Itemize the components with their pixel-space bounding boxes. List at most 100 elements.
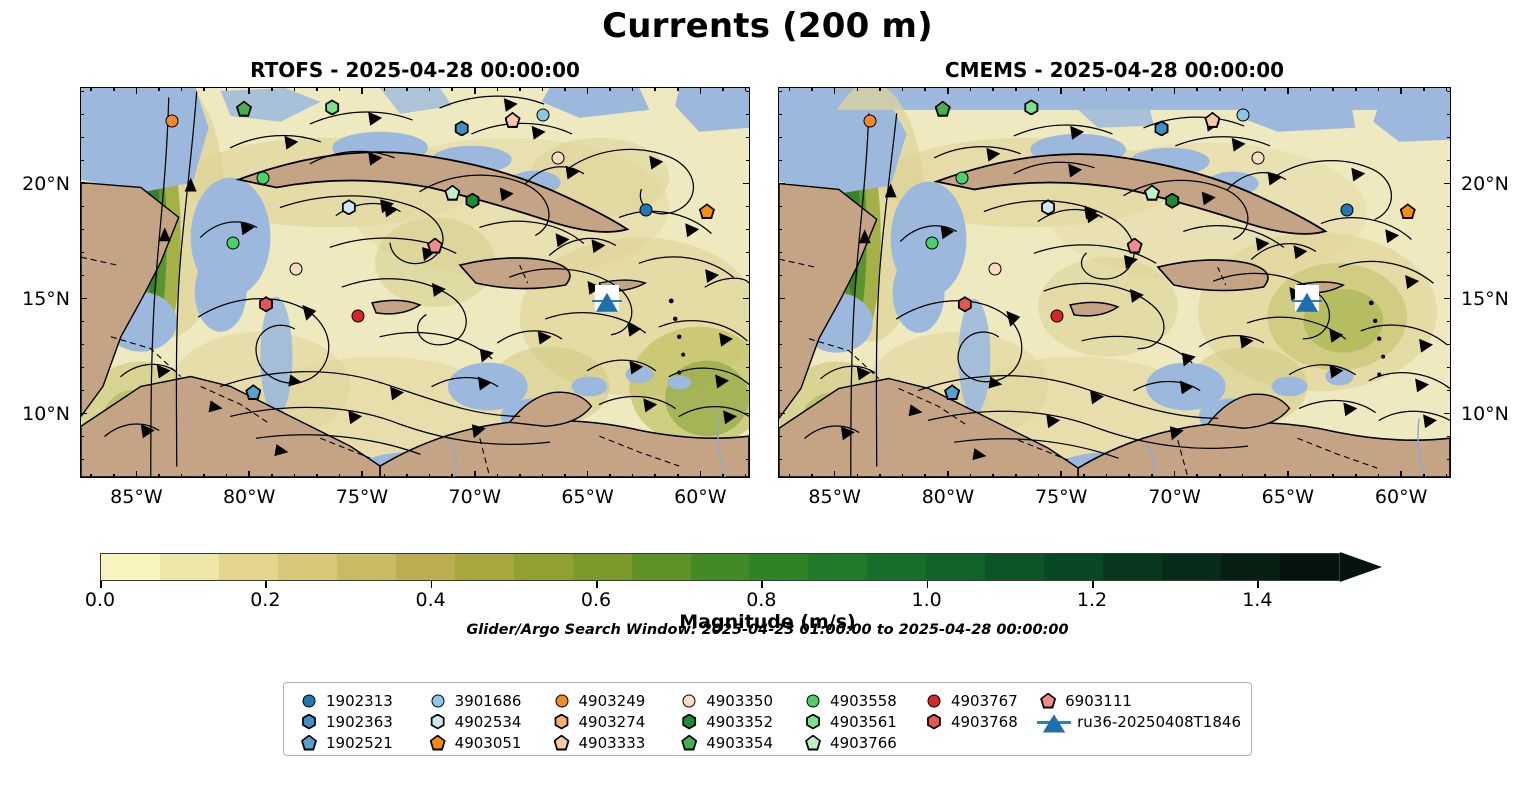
marker-glyph	[237, 102, 250, 115]
y-tick	[80, 182, 87, 185]
legend-item-4903333[interactable]: 4903333	[551, 732, 679, 753]
x-tick-minor	[225, 474, 228, 478]
float-markers-cmems	[779, 88, 1450, 477]
legend-item-4903354[interactable]: 4903354	[678, 732, 802, 753]
x-tick-minor	[1105, 474, 1108, 478]
x-tick-minor	[654, 87, 657, 91]
y-tick-minor	[1447, 90, 1451, 93]
x-tick-minor	[1219, 87, 1221, 91]
legend-item-4903249[interactable]: 4903249	[551, 690, 679, 711]
x-tick-minor	[1377, 87, 1380, 91]
legend-item-4903561[interactable]: 4903561	[802, 711, 923, 732]
x-tick-minor	[1309, 87, 1312, 91]
y-tick-minor	[1447, 343, 1451, 346]
colorbar-tick	[926, 581, 929, 588]
map-marker-6903111	[1126, 237, 1144, 255]
y-tick-minor	[80, 389, 84, 392]
x-tick-label: 80°W	[222, 486, 276, 508]
x-tick-label: 60°W	[674, 486, 727, 508]
legend-columns: 1902313 1902363 1902521 3901686 4902534 49030…	[298, 690, 1241, 752]
x-tick	[1060, 87, 1063, 94]
map-marker-ru36	[1292, 285, 1323, 313]
legend-item-6903111[interactable]: 6903111	[1037, 690, 1241, 711]
circle-marker-icon	[678, 690, 700, 711]
colorbar-band-18	[1162, 554, 1222, 580]
x-tick-label: 65°W	[561, 486, 614, 508]
x-tick-minor	[879, 87, 881, 91]
map-marker-4903352	[1163, 192, 1181, 210]
x-tick	[361, 471, 363, 478]
legend-item-4902534[interactable]: 4902534	[427, 711, 551, 732]
x-tick-minor	[541, 87, 544, 91]
y-tick-minor	[746, 159, 750, 162]
marker-glyph	[946, 386, 959, 399]
legend-box[interactable]: 1902313 1902363 1902521 3901686 4902534 49030…	[283, 682, 1252, 756]
x-tick-minor	[609, 474, 611, 478]
colorbar-band-7	[513, 554, 573, 580]
y-tick-minor	[746, 389, 750, 392]
x-tick-minor	[293, 474, 296, 478]
x-tick-minor	[383, 87, 386, 91]
legend-item-4903558[interactable]: 4903558	[802, 690, 923, 711]
y-tick-minor	[1447, 389, 1451, 392]
colorbar-tick-label: 1.0	[911, 589, 942, 611]
colorbar-tick	[1257, 581, 1259, 588]
colorbar-band-13	[867, 554, 927, 580]
legend-item-1902363[interactable]: 1902363	[298, 711, 427, 732]
circle-marker-icon	[802, 690, 824, 711]
marker-glyph	[925, 236, 939, 250]
x-tick	[1400, 471, 1402, 478]
circle-marker-icon	[551, 690, 573, 711]
legend-item-4903768[interactable]: 4903768	[923, 711, 1037, 732]
legend-label: 4902534	[454, 712, 522, 731]
legend-item-4903051[interactable]: 4903051	[427, 732, 551, 753]
x-tick	[586, 87, 589, 94]
legend-item-4903767[interactable]: 4903767	[923, 690, 1037, 711]
marker-glyph	[1340, 203, 1354, 217]
legend-item-4903274[interactable]: 4903274	[551, 711, 679, 732]
legend-item-4903350[interactable]: 4903350	[678, 690, 802, 711]
marker-glyph	[988, 262, 1002, 276]
circle-marker-icon	[298, 690, 320, 711]
map-marker-4903561	[323, 98, 341, 116]
legend-item-1902521[interactable]: 1902521	[298, 732, 427, 753]
x-tick-minor	[744, 87, 747, 91]
y-tick-minor	[1447, 435, 1451, 438]
y-tick-minor	[746, 320, 750, 323]
x-tick-minor	[496, 87, 499, 91]
legend-item-3901686[interactable]: 3901686	[427, 690, 551, 711]
y-tick-minor	[778, 228, 782, 231]
x-tick-minor	[924, 474, 927, 478]
y-tick	[80, 412, 87, 415]
map-panel-cmems[interactable]	[778, 87, 1451, 478]
marker-glyph	[1050, 309, 1064, 323]
colorbar-band-4	[336, 554, 396, 580]
hex-marker-icon	[551, 711, 573, 732]
marker-glyph	[1042, 201, 1054, 214]
x-tick-minor	[901, 474, 904, 478]
x-tick-minor	[1332, 474, 1334, 478]
marker-glyph	[351, 309, 365, 323]
legend-item-ru36-20250408T1846[interactable]: ru36-20250408T1846	[1037, 711, 1241, 732]
marker-glyph	[467, 194, 478, 207]
map-panel-rtofs[interactable]	[80, 87, 750, 478]
y-tick-minor	[778, 205, 782, 208]
legend-item-4903766[interactable]: 4903766	[802, 732, 923, 753]
map-marker-4903333	[504, 111, 522, 129]
legend-item-1902313[interactable]: 1902313	[298, 690, 427, 711]
colorbar-band-1	[159, 554, 219, 580]
x-tick-minor	[1015, 87, 1017, 91]
legend-item-4903352[interactable]: 4903352	[678, 711, 802, 732]
colorbar[interactable]: 0.0 0.2 0.4 0.6 0.8 1.0 1.2 1.4	[85, 552, 1390, 611]
map-marker-4903051	[698, 202, 716, 220]
x-tick-minor	[406, 474, 408, 478]
x-tick-label: 80°W	[921, 486, 975, 508]
map-marker-4903350	[1249, 149, 1267, 167]
x-tick-label: 70°W	[448, 486, 501, 508]
legend-label: 4903561	[830, 712, 897, 731]
colorbar-tick-label: 1.2	[1076, 589, 1108, 611]
map-marker-4903766	[443, 184, 461, 202]
map-marker-4903768	[956, 295, 974, 313]
map-marker-4903354	[934, 100, 952, 118]
